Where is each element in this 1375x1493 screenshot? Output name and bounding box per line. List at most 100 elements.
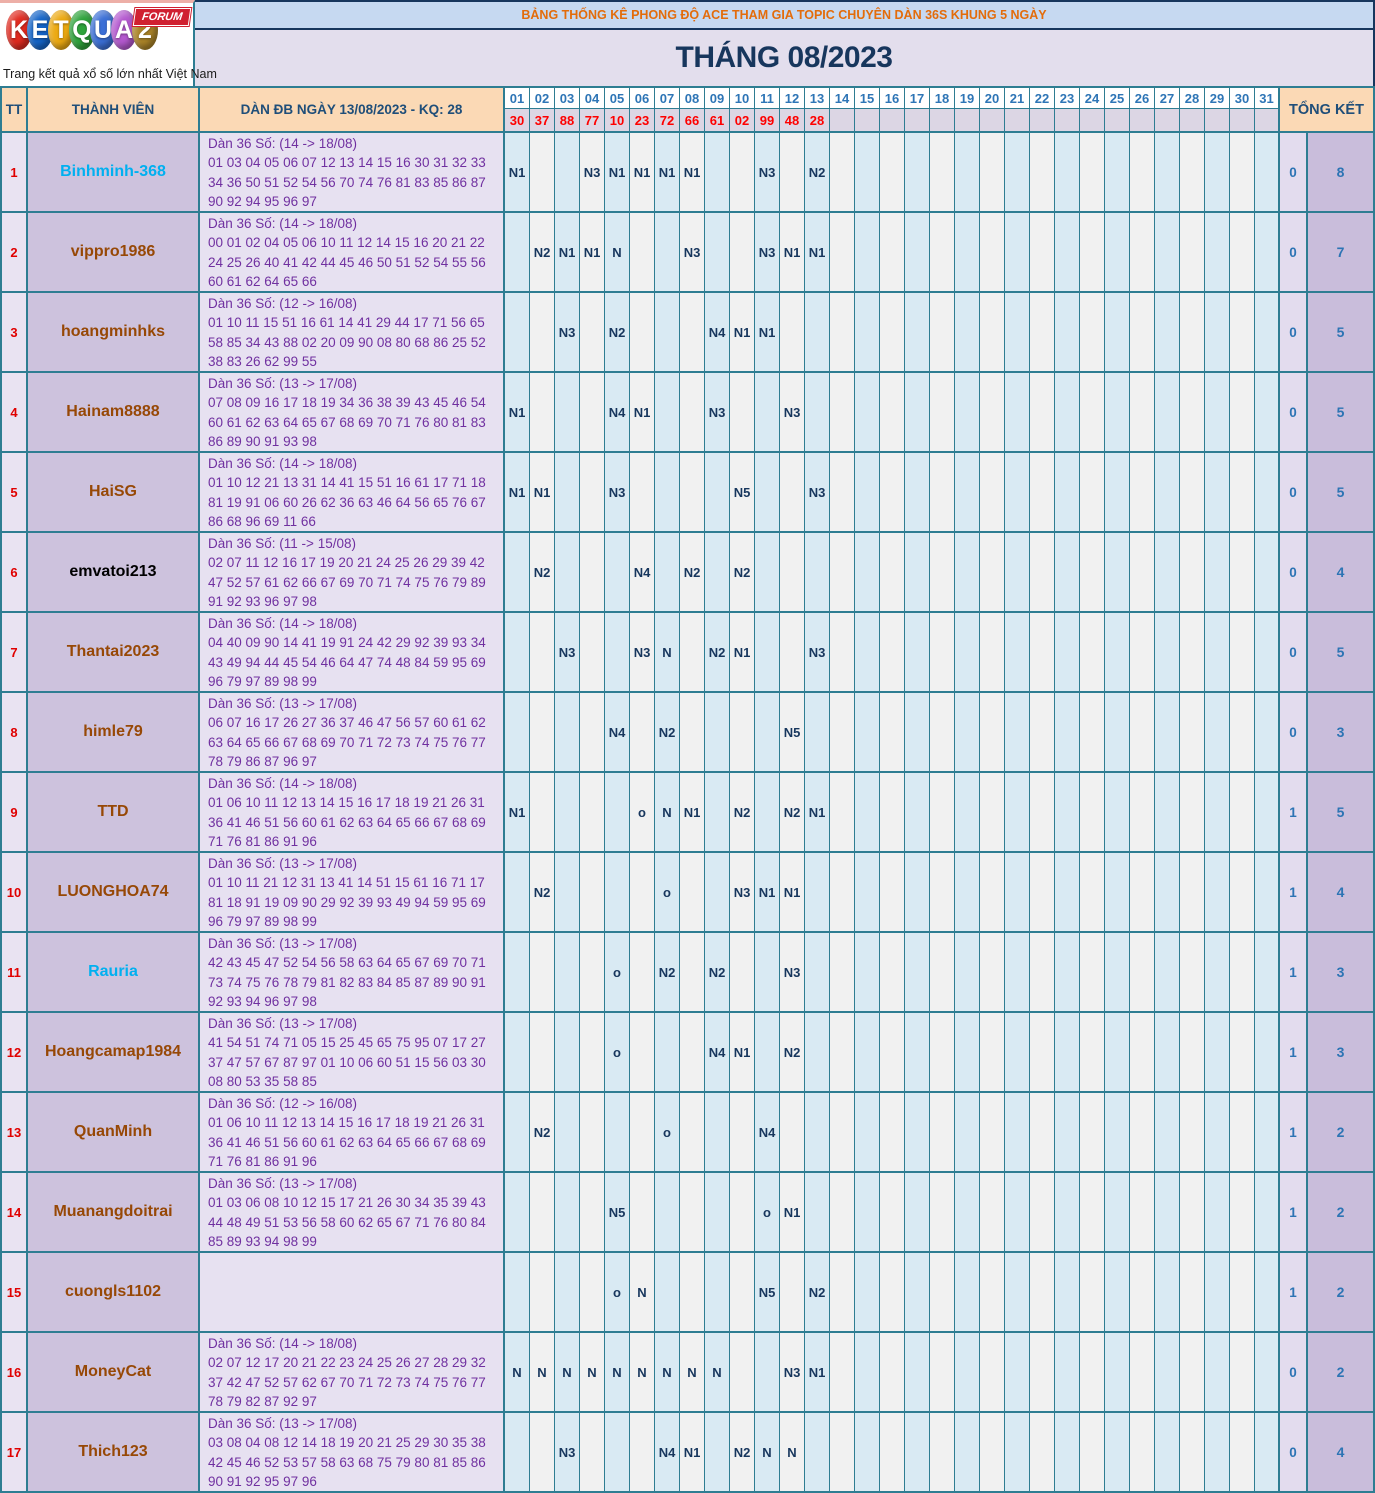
mark-cell [1255, 1413, 1280, 1491]
mark-cell: N3 [780, 1333, 805, 1411]
mark-cell [1030, 293, 1055, 371]
day-column: 11 99 [755, 88, 780, 131]
mark-cell [555, 693, 580, 771]
mark-cell: N [680, 1333, 705, 1411]
dan-cell: Dàn 36 Số: (13 -> 17/08) 01 03 06 08 10 1… [200, 1173, 505, 1251]
mark-cell [705, 773, 730, 851]
mark-cell [1205, 293, 1230, 371]
mark-cell [580, 1413, 605, 1491]
day-result-value [830, 109, 854, 131]
total-hit-cell: 0 [1280, 533, 1308, 611]
dan-cell: Dàn 36 Số: (14 -> 18/08) 01 03 04 05 06 0… [200, 133, 505, 211]
member-name: Hainam8888 [28, 373, 200, 451]
member-row: 10 LUONGHOA74 Dàn 36 Số: (13 -> 17/08) 01 1… [0, 853, 1375, 933]
mark-cell [1180, 1093, 1205, 1171]
mark-cell [1105, 1253, 1130, 1331]
mark-cell [630, 1173, 655, 1251]
dan-title: Dàn 36 Số: (14 -> 18/08) [208, 776, 357, 791]
mark-cell [880, 213, 905, 291]
mark-cell [1180, 693, 1205, 771]
mark-cell [705, 1173, 730, 1251]
mark-cell [905, 213, 930, 291]
mark-cell [1255, 773, 1280, 851]
mark-cell [1030, 213, 1055, 291]
total-count-cell: 5 [1308, 773, 1375, 851]
mark-cell [980, 853, 1005, 931]
total-count-cell: 4 [1308, 1413, 1375, 1491]
mark-cell: N1 [505, 773, 530, 851]
mark-cell [755, 933, 780, 1011]
mark-cell: N1 [730, 1013, 755, 1091]
day-label: 10 [730, 88, 754, 109]
mark-cell [680, 453, 705, 531]
mark-cell [530, 1173, 555, 1251]
mark-cell [1005, 373, 1030, 451]
mark-cell: N1 [780, 213, 805, 291]
day-result-value [855, 109, 879, 131]
mark-cell [1030, 1093, 1055, 1171]
tt-cell: 11 [0, 933, 28, 1011]
mark-cell [1055, 1333, 1080, 1411]
mark-cell [1030, 133, 1055, 211]
mark-cell [880, 1173, 905, 1251]
day-result-value: 48 [780, 109, 804, 131]
day-result-value [1080, 109, 1104, 131]
mark-cell [580, 1173, 605, 1251]
mark-cell [855, 853, 880, 931]
mark-cell [680, 1173, 705, 1251]
mark-cell [580, 533, 605, 611]
mark-cell [1255, 1173, 1280, 1251]
mark-cell: N2 [655, 933, 680, 1011]
member-row: 7 Thantai2023 Dàn 36 Số: (14 -> 18/08) 04 4… [0, 613, 1375, 693]
mark-cell [655, 373, 680, 451]
mark-cell [955, 133, 980, 211]
mark-cell [805, 933, 830, 1011]
mark-cell [755, 453, 780, 531]
mark-cell [905, 1413, 930, 1491]
day-column: 25 [1105, 88, 1130, 131]
tt-cell: 12 [0, 1013, 28, 1091]
day-label: 04 [580, 88, 604, 109]
mark-cell [805, 853, 830, 931]
mark-cell [955, 1173, 980, 1251]
mark-cell [1180, 533, 1205, 611]
day-column: 28 [1180, 88, 1205, 131]
mark-cell [1230, 453, 1255, 531]
mark-cell [730, 693, 755, 771]
mark-cell [1005, 693, 1030, 771]
mark-cell [1230, 773, 1255, 851]
mark-cell [830, 773, 855, 851]
mark-cell: N3 [780, 373, 805, 451]
mark-cell: N3 [755, 133, 780, 211]
mark-cell [830, 1333, 855, 1411]
mark-cell [830, 1173, 855, 1251]
forum-badge: FORUM [132, 8, 192, 26]
mark-cell [1155, 453, 1180, 531]
total-count-cell: 5 [1308, 453, 1375, 531]
mark-cell [1180, 1173, 1205, 1251]
member-row: 16 MoneyCat Dàn 36 Số: (14 -> 18/08) 02 07 … [0, 1333, 1375, 1413]
day-label: 05 [605, 88, 629, 109]
mark-cell [1130, 1093, 1155, 1171]
mark-cell [1205, 453, 1230, 531]
mark-cell [830, 613, 855, 691]
dan-numbers: 01 06 10 11 12 13 14 15 16 17 18 19 21 2… [208, 1115, 486, 1170]
mark-cell [580, 773, 605, 851]
mark-cell [1105, 533, 1130, 611]
mark-cell [1005, 1093, 1030, 1171]
mark-cell [1205, 693, 1230, 771]
mark-cell [855, 1413, 880, 1491]
mark-cell [855, 133, 880, 211]
mark-cell [580, 293, 605, 371]
dan-title: Dàn 36 Số: (13 -> 17/08) [208, 1416, 357, 1431]
day-label: 15 [855, 88, 879, 109]
mark-cell [1155, 1093, 1180, 1171]
mark-cell [930, 1253, 955, 1331]
mark-cell [1230, 533, 1255, 611]
mark-cell [1230, 1253, 1255, 1331]
mark-cell [830, 453, 855, 531]
mark-cell [580, 1253, 605, 1331]
day-result-value [880, 109, 904, 131]
mark-cell [1155, 853, 1180, 931]
